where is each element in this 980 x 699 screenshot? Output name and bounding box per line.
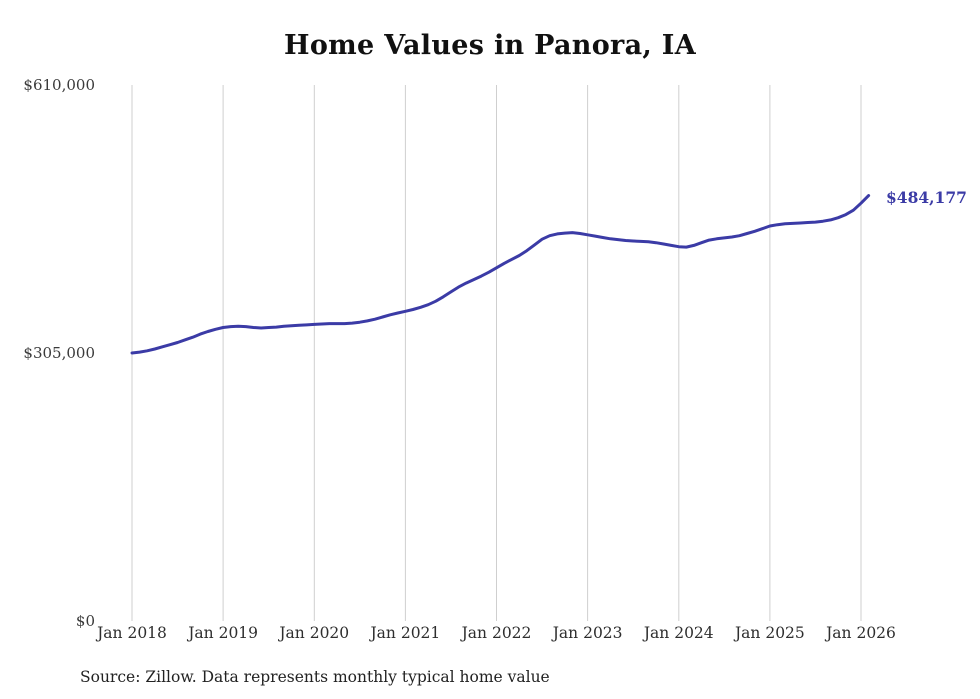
x-tick-label: Jan 2023 bbox=[552, 624, 623, 642]
y-tick-label: $0 bbox=[75, 612, 95, 630]
x-tick-label: Jan 2022 bbox=[461, 624, 532, 642]
x-tick-label: Jan 2024 bbox=[643, 624, 714, 642]
y-tick-label: $610,000 bbox=[23, 76, 95, 94]
current-value-label: $484,177 bbox=[886, 187, 967, 207]
x-tick-label: Jan 2021 bbox=[370, 624, 441, 642]
x-tick-label: Jan 2025 bbox=[734, 624, 805, 642]
chart-title: Home Values in Panora, IA bbox=[284, 30, 696, 61]
x-tick-label: Jan 2018 bbox=[97, 624, 167, 642]
home-value-line bbox=[130, 194, 871, 355]
y-tick-label: $305,000 bbox=[23, 344, 95, 362]
x-tick-label: Jan 2019 bbox=[188, 624, 259, 642]
x-tick-label: Jan 2026 bbox=[826, 624, 896, 642]
x-tick-label: Jan 2020 bbox=[279, 624, 350, 642]
source-note: Source: Zillow. Data represents monthly … bbox=[80, 668, 550, 686]
